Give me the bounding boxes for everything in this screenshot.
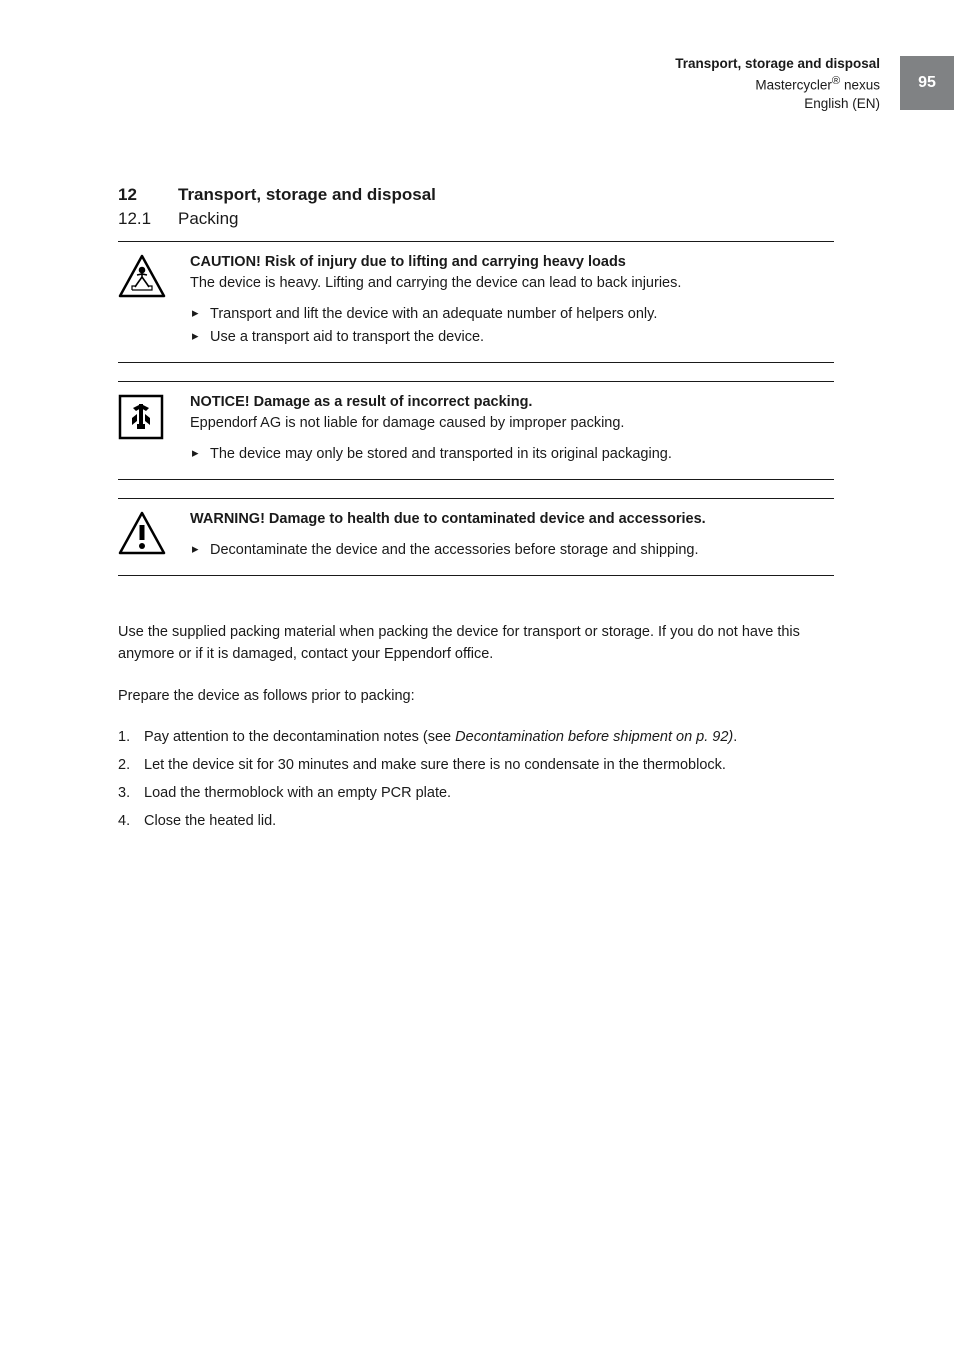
caution-heading: CAUTION! Risk of injury due to lifting a…	[190, 252, 834, 273]
warning-text: WARNING! Damage to health due to contami…	[190, 509, 834, 563]
notice-block: NOTICE! Damage as a result of incorrect …	[118, 382, 834, 479]
notice-icon	[118, 392, 190, 467]
page-number-tab: 95	[900, 56, 954, 110]
list-item: Transport and lift the device with an ad…	[190, 304, 834, 325]
caution-sub: The device is heavy. Lifting and carryin…	[190, 273, 834, 294]
body-text: Use the supplied packing material when p…	[118, 622, 834, 832]
paragraph: Prepare the device as follows prior to p…	[118, 686, 834, 708]
section-heading: 12.1 Packing	[118, 209, 834, 229]
warning-heading: WARNING! Damage to health due to contami…	[190, 509, 834, 530]
page-number: 95	[918, 74, 936, 92]
warning-icon	[118, 509, 190, 563]
notice-heading: NOTICE! Damage as a result of incorrect …	[190, 392, 834, 413]
notice-sub: Eppendorf AG is not liable for damage ca…	[190, 413, 834, 434]
section-title: Packing	[178, 209, 238, 229]
chapter-heading: 12 Transport, storage and disposal	[118, 185, 834, 205]
numbered-steps: 1. Pay attention to the decontamination …	[118, 727, 834, 832]
list-item: 2. Let the device sit for 30 minutes and…	[118, 755, 834, 777]
caution-text: CAUTION! Risk of injury due to lifting a…	[190, 252, 834, 350]
page-content: 12 Transport, storage and disposal 12.1 …	[118, 185, 834, 838]
notice-bullets: The device may only be stored and transp…	[190, 444, 834, 465]
list-item: Use a transport aid to transport the dev…	[190, 327, 834, 348]
chapter-title: Transport, storage and disposal	[178, 185, 436, 205]
caution-block: CAUTION! Risk of injury due to lifting a…	[118, 242, 834, 362]
running-header: Transport, storage and disposal Mastercy…	[675, 55, 880, 114]
header-title: Transport, storage and disposal	[675, 55, 880, 74]
divider	[118, 575, 834, 576]
list-item: 1. Pay attention to the decontamination …	[118, 727, 834, 749]
section-number: 12.1	[118, 209, 178, 229]
chapter-number: 12	[118, 185, 178, 205]
caution-bullets: Transport and lift the device with an ad…	[190, 304, 834, 348]
list-item: 4. Close the heated lid.	[118, 811, 834, 833]
warning-block: WARNING! Damage to health due to contami…	[118, 499, 834, 575]
list-item: Decontaminate the device and the accesso…	[190, 540, 834, 561]
caution-icon	[118, 252, 190, 350]
paragraph: Use the supplied packing material when p…	[118, 622, 834, 666]
notice-text: NOTICE! Damage as a result of incorrect …	[190, 392, 834, 467]
warning-bullets: Decontaminate the device and the accesso…	[190, 540, 834, 561]
list-item: The device may only be stored and transp…	[190, 444, 834, 465]
list-item: 3. Load the thermoblock with an empty PC…	[118, 783, 834, 805]
header-product: Mastercycler® nexus	[675, 74, 880, 95]
header-language: English (EN)	[675, 95, 880, 114]
